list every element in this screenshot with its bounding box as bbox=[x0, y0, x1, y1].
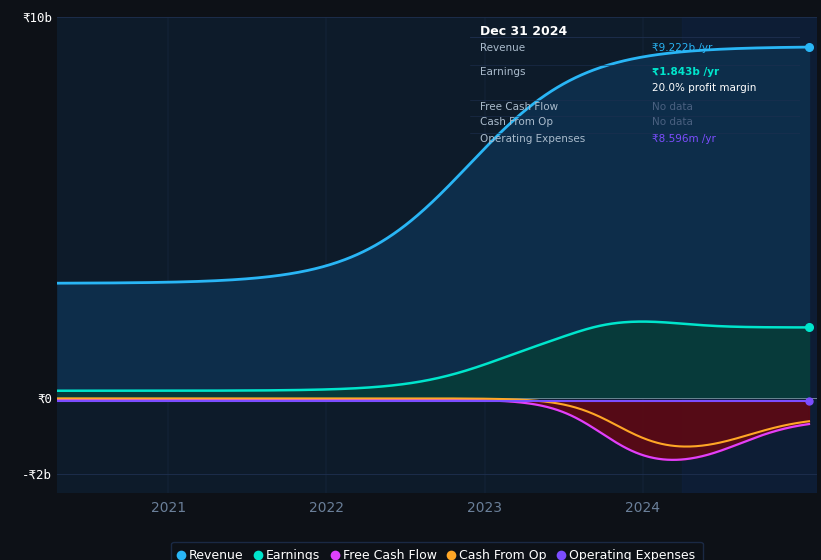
Text: Operating Expenses: Operating Expenses bbox=[480, 134, 585, 144]
Text: 20.0% profit margin: 20.0% profit margin bbox=[652, 83, 756, 94]
Text: ₹8.596m /yr: ₹8.596m /yr bbox=[652, 134, 715, 144]
Text: Revenue: Revenue bbox=[480, 43, 525, 53]
Bar bbox=[682, 17, 817, 493]
Text: ₹9.222b /yr: ₹9.222b /yr bbox=[652, 43, 712, 53]
Text: Free Cash Flow: Free Cash Flow bbox=[480, 101, 558, 111]
Text: Dec 31 2024: Dec 31 2024 bbox=[480, 25, 567, 38]
Text: Cash From Op: Cash From Op bbox=[480, 117, 553, 127]
Text: ₹1.843b /yr: ₹1.843b /yr bbox=[652, 67, 718, 77]
Legend: Revenue, Earnings, Free Cash Flow, Cash From Op, Operating Expenses: Revenue, Earnings, Free Cash Flow, Cash … bbox=[172, 542, 703, 560]
Text: Earnings: Earnings bbox=[480, 67, 525, 77]
Text: No data: No data bbox=[652, 101, 692, 111]
Text: No data: No data bbox=[652, 117, 692, 127]
